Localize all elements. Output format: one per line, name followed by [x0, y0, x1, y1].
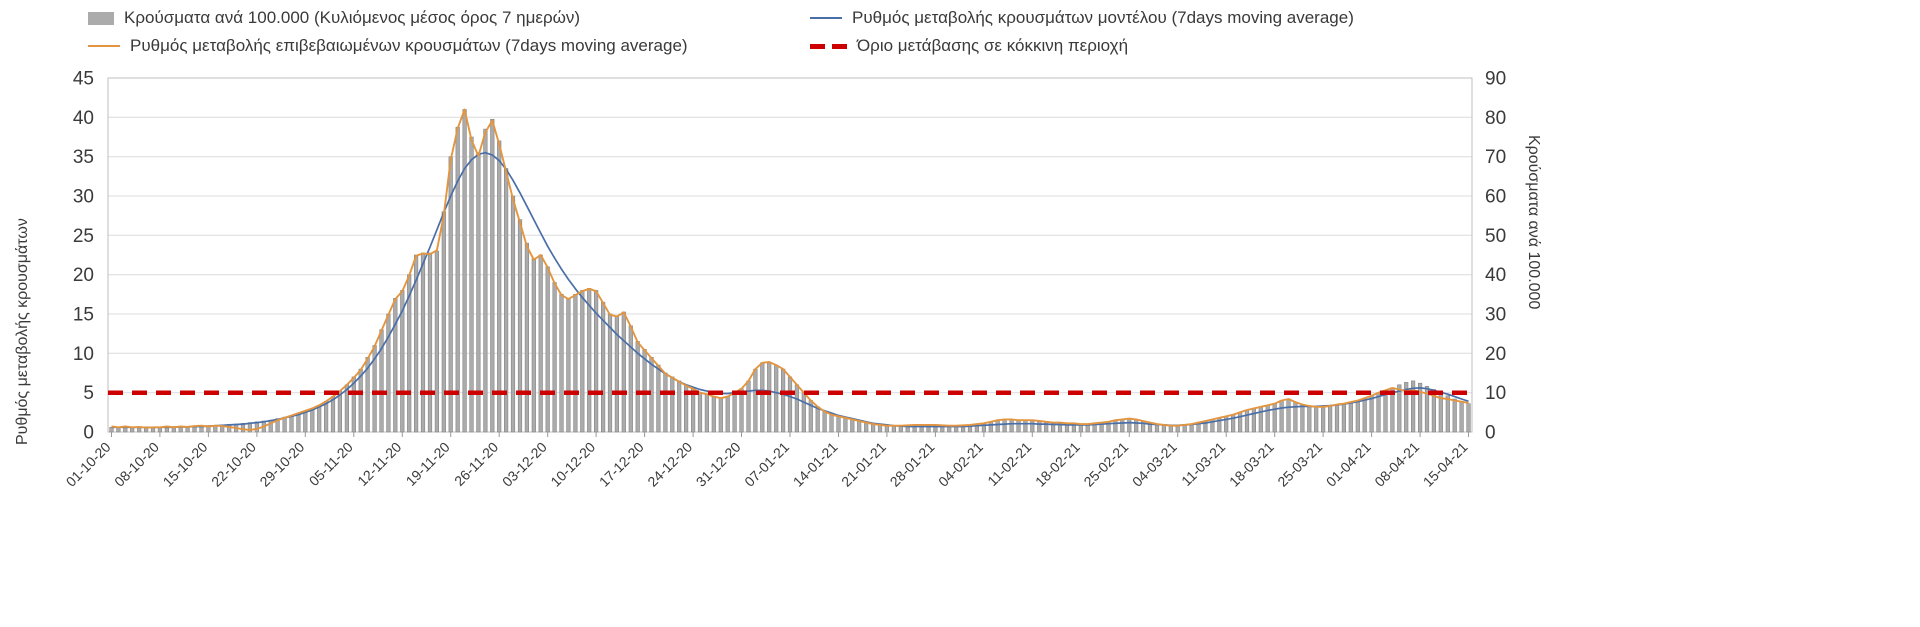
svg-text:5: 5: [83, 383, 94, 404]
svg-text:25: 25: [73, 226, 94, 247]
svg-text:30: 30: [73, 187, 94, 208]
svg-text:07-01-21: 07-01-21: [741, 439, 792, 490]
svg-text:35: 35: [73, 147, 94, 168]
svg-text:15-10-20: 15-10-20: [160, 439, 211, 490]
svg-text:20: 20: [1485, 344, 1506, 365]
svg-text:04-02-21: 04-02-21: [935, 439, 986, 490]
x-axis-ticks: 01-10-2008-10-2015-10-2022-10-2029-10-20…: [63, 432, 1471, 490]
legend-label-confirmed-rate: Ρυθμός μεταβολής επιβεβαιωμένων κρουσμάτ…: [130, 36, 688, 55]
svg-text:22-10-20: 22-10-20: [208, 439, 259, 490]
model-line-swatch-icon: [810, 17, 842, 19]
svg-text:90: 90: [1485, 69, 1506, 90]
svg-text:25-03-21: 25-03-21: [1274, 439, 1325, 490]
line-series-0: [111, 151, 1469, 429]
svg-text:30: 30: [1485, 305, 1506, 326]
svg-text:18-03-21: 18-03-21: [1226, 439, 1277, 490]
confirmed-line-swatch-icon: [88, 45, 120, 47]
svg-text:31-12-20: 31-12-20: [693, 439, 744, 490]
svg-text:10: 10: [73, 344, 94, 365]
svg-text:01-04-21: 01-04-21: [1323, 439, 1374, 490]
svg-text:29-10-20: 29-10-20: [256, 439, 307, 490]
svg-text:11-03-21: 11-03-21: [1178, 439, 1228, 489]
svg-text:10-12-20: 10-12-20: [547, 439, 598, 490]
legend-item-model-rate: Ρυθμός μεταβολής κρουσμάτων μοντέλου (7d…: [810, 8, 1354, 28]
left-axis-ticks: 0 5 10 15 20 25 30 35 40 45: [73, 69, 94, 444]
svg-text:45: 45: [73, 69, 94, 90]
red-dashed-swatch-icon: [810, 43, 847, 49]
svg-text:11-02-21: 11-02-21: [984, 439, 1034, 489]
svg-text:26-11-20: 26-11-20: [451, 439, 501, 489]
svg-text:0: 0: [83, 423, 94, 444]
legend-item-cases-per-100k: Κρούσματα ανά 100.000 (Κυλιόμενος μέσος …: [88, 8, 580, 28]
svg-text:14-01-21: 14-01-21: [790, 439, 841, 490]
svg-text:21-01-21: 21-01-21: [838, 439, 889, 490]
svg-text:70: 70: [1485, 147, 1506, 168]
svg-text:28-01-21: 28-01-21: [887, 439, 938, 490]
svg-text:15: 15: [73, 305, 94, 326]
svg-text:01-10-20: 01-10-20: [63, 439, 114, 490]
svg-text:80: 80: [1485, 108, 1506, 129]
svg-text:20: 20: [73, 265, 94, 286]
svg-text:24-12-20: 24-12-20: [644, 439, 695, 490]
svg-text:12-11-20: 12-11-20: [354, 439, 404, 489]
svg-text:0: 0: [1485, 423, 1496, 444]
bar-series: [109, 109, 1471, 433]
svg-text:03-12-20: 03-12-20: [499, 439, 550, 490]
svg-text:08-10-20: 08-10-20: [111, 439, 162, 490]
svg-text:40: 40: [1485, 265, 1506, 286]
right-axis-title: Κρούσματα ανά 100.000: [1525, 135, 1542, 310]
svg-text:19-11-20: 19-11-20: [403, 439, 453, 489]
svg-text:50: 50: [1485, 226, 1506, 247]
svg-text:05-11-20: 05-11-20: [306, 439, 356, 489]
svg-text:15-04-21: 15-04-21: [1420, 439, 1471, 490]
legend-label-red-threshold: Όριο μετάβασης σε κόκκινη περιοχή: [857, 36, 1129, 55]
right-axis-ticks: 0 10 20 30 40 50 60 70 80 90: [1485, 69, 1506, 444]
svg-text:17-12-20: 17-12-20: [596, 439, 647, 490]
svg-text:08-04-21: 08-04-21: [1371, 439, 1422, 490]
legend-label-model-rate: Ρυθμός μεταβολής κρουσμάτων μοντέλου (7d…: [852, 8, 1354, 27]
svg-text:10: 10: [1485, 383, 1506, 404]
legend-item-red-threshold: Όριο μετάβασης σε κόκκινη περιοχή: [810, 36, 1128, 56]
svg-text:18-02-21: 18-02-21: [1032, 439, 1083, 490]
bar-series-swatch-icon: [88, 11, 114, 25]
legend-item-confirmed-rate: Ρυθμός μεταβολής επιβεβαιωμένων κρουσμάτ…: [88, 36, 688, 56]
svg-text:40: 40: [73, 108, 94, 129]
svg-text:60: 60: [1485, 187, 1506, 208]
svg-text:04-03-21: 04-03-21: [1129, 439, 1180, 490]
svg-text:25-02-21: 25-02-21: [1080, 439, 1131, 490]
legend-label-cases-per-100k: Κρούσματα ανά 100.000 (Κυλιόμενος μέσος …: [124, 8, 581, 27]
